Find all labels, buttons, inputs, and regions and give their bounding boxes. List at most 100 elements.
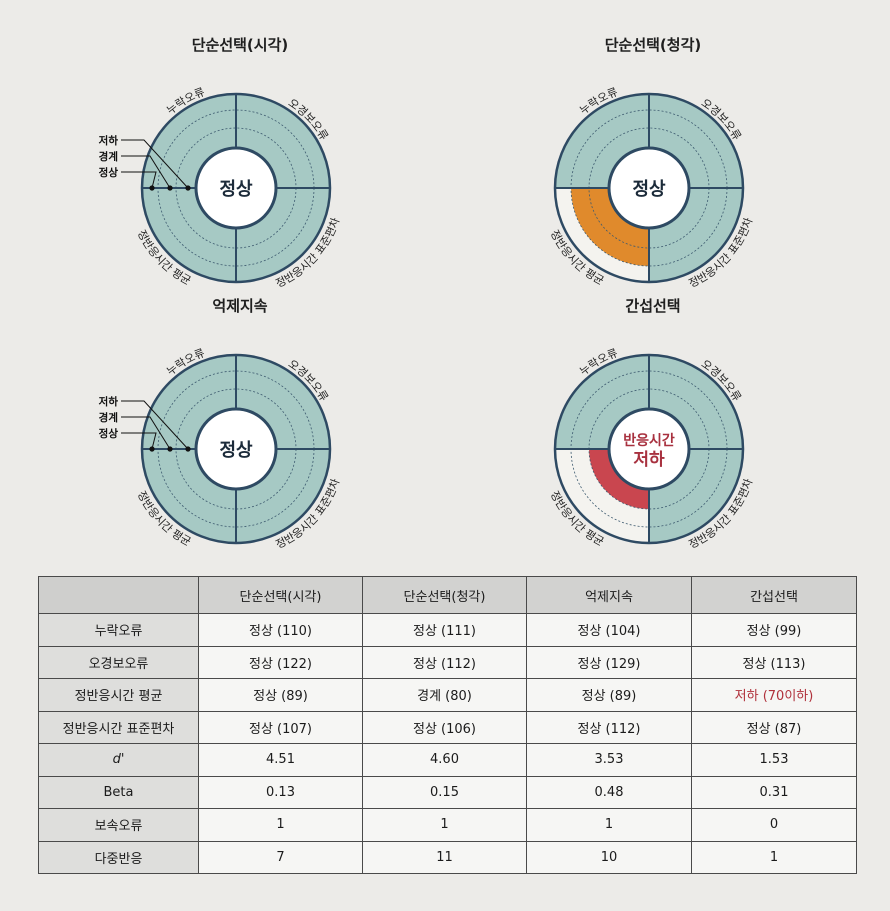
legend-leader (121, 416, 171, 450)
table-row: 정반응시간 표준편차 정상 (107) 정상 (106) 정상 (112) 정상… (38, 710, 857, 744)
table-cell-warning: 저하 (70이하) (691, 678, 857, 712)
quadrant-top-right (236, 94, 330, 188)
quadrant-top-right (236, 355, 330, 449)
table-cell: 1 (691, 840, 857, 874)
row-label: 누락오류 (38, 613, 199, 647)
table-cell: 0.48 (526, 775, 692, 809)
table-cell: 정상 (122) (198, 645, 363, 679)
table-cell: 3.53 (526, 743, 692, 777)
legend-dot (185, 446, 191, 452)
table-cell: 정상 (112) (362, 645, 527, 679)
chart-inhibition: 억제지속 정상 누락오류 오경보오류 정반응시간 표준편차 정반응시간 평균 저하 경계 정상 (90, 295, 390, 555)
quadrant-top-left (142, 94, 236, 188)
table-cell: 1 (526, 808, 692, 842)
table-cell: 정상 (89) (526, 678, 692, 712)
table-cell: 4.60 (362, 743, 527, 777)
center-circle (607, 146, 691, 230)
center-label: 저하 (633, 450, 665, 470)
header-inhibition: 억제지속 (526, 576, 692, 614)
center-label: 반응시간 (623, 432, 675, 449)
chart-simple-visual: 단순선택(시각) 정상 누락오류 오경보오류 정반응시간 표준편차 정반응시간 평균 저하… (90, 34, 390, 294)
legend-label: 저하 (99, 134, 119, 147)
center-label: 정상 (219, 440, 253, 461)
table-cell: 7 (198, 840, 363, 874)
quadrant-top-left (142, 355, 236, 449)
table-cell: 정상 (106) (362, 710, 527, 744)
quadrant-bottom-left (142, 449, 236, 543)
header-simple-visual: 단순선택(시각) (198, 576, 363, 614)
table-cell: 0.13 (198, 775, 363, 809)
table-row: 보속오류 1 1 1 0 (38, 808, 857, 842)
results-table: 단순선택(시각) 단순선택(청각) 억제지속 간섭선택 누락오류 정상 (110… (38, 576, 857, 874)
row-label: d' (38, 743, 199, 777)
table-row: 정반응시간 평균 정상 (89) 경계 (80) 정상 (89) 저하 (70이… (38, 678, 857, 712)
legend-leader (121, 171, 157, 189)
header-corner (38, 576, 199, 614)
center-circle (194, 407, 278, 491)
row-label: 오경보오류 (38, 645, 199, 679)
table-cell: 정상 (87) (691, 710, 857, 744)
row-label: 다중반응 (38, 840, 199, 874)
table-cell: 정상 (110) (198, 613, 363, 647)
table-cell: 0.15 (362, 775, 527, 809)
legend-dot (149, 185, 155, 191)
row-label: 정반응시간 평균 (38, 678, 199, 712)
row-label: 정반응시간 표준편차 (38, 710, 199, 744)
quadrant-bottom-left (555, 449, 649, 543)
table-cell: 정상 (113) (691, 645, 857, 679)
chart-title: 억제지속 (212, 297, 268, 315)
chart-title: 간섭선택 (625, 297, 681, 315)
quadrant-top-right (649, 355, 743, 449)
table-row: d' 4.51 4.60 3.53 1.53 (38, 743, 857, 777)
quadrant-bottom-right (236, 449, 330, 543)
quadrant-top-left (555, 94, 649, 188)
center-label: 정상 (632, 179, 666, 200)
table-cell: 0 (691, 808, 857, 842)
table-cell: 경계 (80) (362, 678, 527, 712)
chart-title: 단순선택(청각) (604, 36, 702, 54)
table-cell: 정상 (112) (526, 710, 692, 744)
table-cell: 0.31 (691, 775, 857, 809)
table-cell: 1 (198, 808, 363, 842)
table-header-row: 단순선택(시각) 단순선택(청각) 억제지속 간섭선택 (38, 576, 857, 614)
quadrant-top-left (555, 355, 649, 449)
row-label: 보속오류 (38, 808, 199, 842)
table-cell: 정상 (107) (198, 710, 363, 744)
quadrant-bottom-right (649, 188, 743, 282)
table-row: 다중반응 7 11 10 1 (38, 840, 857, 874)
chart-title: 단순선택(시각) (191, 36, 289, 54)
header-simple-auditory: 단순선택(청각) (362, 576, 527, 614)
legend-leader (121, 400, 189, 450)
highlight-sector (571, 188, 649, 266)
legend-label: 경계 (99, 150, 118, 163)
quadrant-bottom-left (142, 188, 236, 282)
table-cell: 정상 (89) (198, 678, 363, 712)
legend-dot (185, 185, 191, 191)
quadrant-bottom-right (236, 188, 330, 282)
quadrant-bottom-right (649, 449, 743, 543)
legend-leader (121, 432, 157, 450)
center-label: 정상 (219, 179, 253, 200)
legend-label: 정상 (99, 427, 119, 440)
table-cell: 10 (526, 840, 692, 874)
center-circle (194, 146, 278, 230)
legend-label: 경계 (99, 411, 118, 424)
legend-leader (121, 139, 189, 189)
legend-label: 저하 (99, 395, 119, 408)
quadrant-top-right (649, 94, 743, 188)
row-label: Beta (38, 775, 199, 809)
legend-leader (121, 155, 171, 189)
center-circle (607, 407, 691, 491)
legend-dot (167, 185, 173, 191)
table-cell: 정상 (111) (362, 613, 527, 647)
table-row: 오경보오류 정상 (122) 정상 (112) 정상 (129) 정상 (113… (38, 645, 857, 679)
chart-interference: 간섭선택 반응시간 저하 누락오류 오경보오류 정반응시간 표준편차 정반응시간 평균 (503, 295, 803, 555)
chart-simple-auditory: 단순선택(청각) 정상 누락오류 오경보오류 정반응시간 표준편차 정반응시간 평균 (503, 34, 803, 294)
legend-label: 정상 (99, 166, 119, 179)
legend-dot (167, 446, 173, 452)
table-row: Beta 0.13 0.15 0.48 0.31 (38, 775, 857, 809)
